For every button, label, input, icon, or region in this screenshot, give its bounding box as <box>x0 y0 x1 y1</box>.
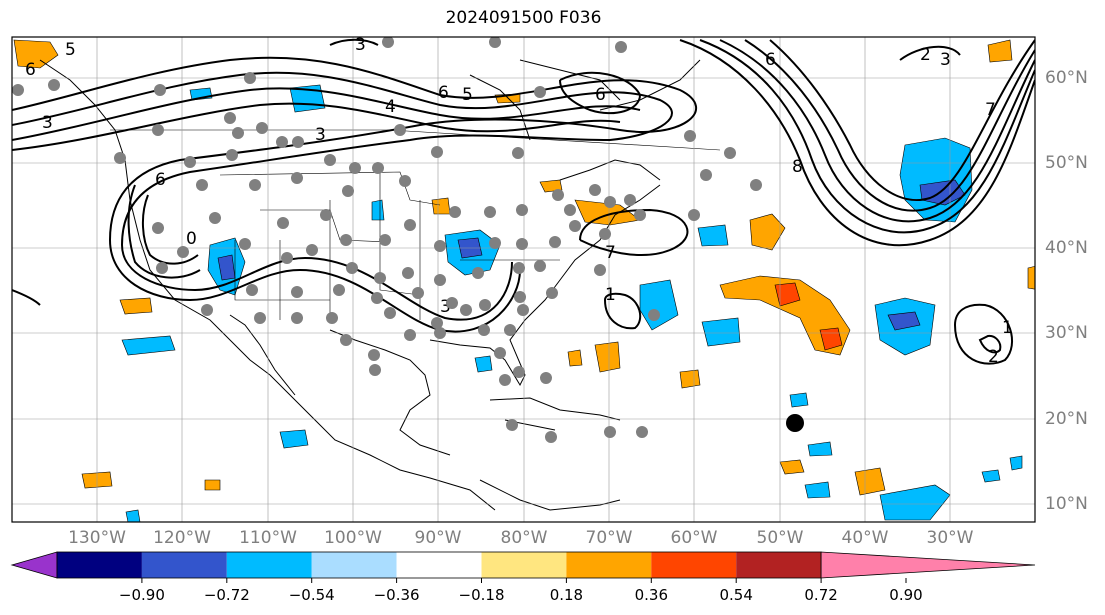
svg-text:7: 7 <box>605 243 616 263</box>
lon-label-100w: 100°W <box>324 528 382 548</box>
lat-label-60n: 60°N <box>1045 68 1088 88</box>
colorbar-tick-label: −0.72 <box>203 586 250 604</box>
station-dots <box>12 37 762 443</box>
colorbar-tick-label: 0.54 <box>719 586 753 604</box>
svg-text:1: 1 <box>1002 318 1013 338</box>
gridlines <box>12 37 1035 522</box>
lon-label-40w: 40°W <box>841 528 889 548</box>
lon-label-120w: 120°W <box>153 528 211 548</box>
lat-label-10n: 10°N <box>1045 494 1088 514</box>
colorbar-tick-label: −0.90 <box>118 586 165 604</box>
lon-label-60w: 60°W <box>670 528 718 548</box>
colorbar-tick-label: 0.72 <box>804 586 838 604</box>
map-title: 2024091500 F036 <box>445 8 602 28</box>
lat-label-40n: 40°N <box>1045 238 1088 258</box>
lon-label-70w: 70°W <box>585 528 633 548</box>
svg-text:4: 4 <box>385 97 396 117</box>
lon-label-90w: 90°W <box>414 528 462 548</box>
map-frame <box>11 36 1036 523</box>
colorbar-tick-label: 0.90 <box>889 586 923 604</box>
colorbar-tick-label: −0.18 <box>458 586 505 604</box>
svg-text:6: 6 <box>155 170 166 190</box>
svg-text:2: 2 <box>988 347 999 367</box>
colorbar-tick-label: 0.36 <box>634 586 668 604</box>
svg-text:6: 6 <box>438 83 449 103</box>
lon-label-80w: 80°W <box>500 528 548 548</box>
lon-label-50w: 50°W <box>756 528 804 548</box>
lat-label-50n: 50°N <box>1045 153 1088 173</box>
colorbar-tick-label: −0.54 <box>288 586 335 604</box>
svg-text:6: 6 <box>25 60 36 80</box>
lat-label-30n: 30°N <box>1045 323 1088 343</box>
colorbar-tick-label: 0.18 <box>549 586 584 604</box>
svg-text:3: 3 <box>440 297 451 317</box>
svg-text:3: 3 <box>315 125 326 145</box>
lon-label-110w: 110°W <box>239 528 297 548</box>
contour-labels: 3 5 6 4 6 5 6 3 6 2 3 7 8 0 6 3 7 1 3 1 … <box>25 35 1013 367</box>
svg-text:6: 6 <box>765 50 776 70</box>
svg-text:1: 1 <box>605 285 616 305</box>
coastlines <box>39 59 701 511</box>
lon-label-30w: 30°W <box>926 528 974 548</box>
svg-text:3: 3 <box>355 35 366 55</box>
lat-label-20n: 20°N <box>1045 409 1088 429</box>
lon-label-130w: 130°W <box>68 528 126 548</box>
svg-text:5: 5 <box>65 40 76 60</box>
colorbar-tick-label: −0.36 <box>373 586 420 604</box>
svg-text:3: 3 <box>940 50 951 70</box>
svg-text:3: 3 <box>42 113 53 133</box>
storm-marker <box>786 414 804 432</box>
svg-text:2: 2 <box>920 45 931 65</box>
svg-text:8: 8 <box>792 157 803 177</box>
svg-text:6: 6 <box>595 85 606 105</box>
svg-text:0: 0 <box>186 229 197 249</box>
positive-anomaly-patches <box>13 39 1035 496</box>
svg-text:7: 7 <box>985 100 996 120</box>
svg-text:5: 5 <box>462 85 473 105</box>
